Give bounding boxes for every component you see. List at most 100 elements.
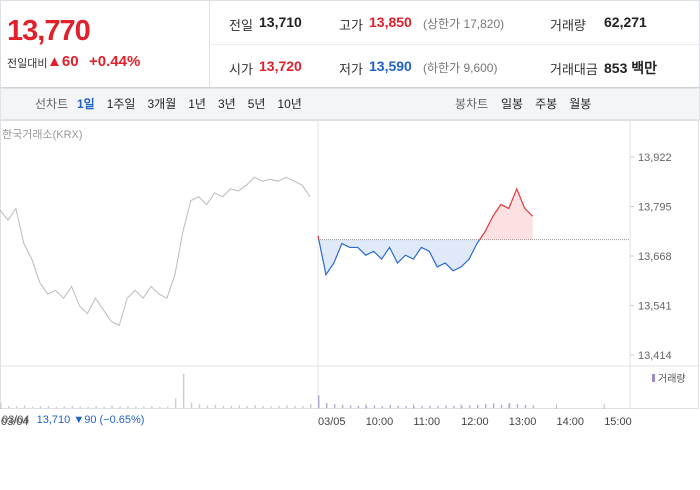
x-tick-label: 03/05: [318, 416, 346, 428]
volume-bar: [39, 406, 42, 408]
volume-bar: [246, 406, 248, 408]
volume-bar: [198, 404, 201, 408]
summary-value: 62,271: [604, 14, 647, 30]
quote-panel: 13,770 전일대비 ▲60 +0.44% 전일 13,710 고가 13,850 (…: [0, 0, 700, 88]
tab[interactable]: 10년: [277, 97, 302, 111]
volume-bar: [166, 406, 169, 408]
tab[interactable]: 3년: [217, 97, 236, 111]
summary-value: 13,850: [369, 14, 412, 30]
volume-bar: [31, 406, 34, 408]
volume-bar: [190, 402, 193, 408]
summary-value: 13,710: [259, 14, 302, 30]
summary-label: 전일: [229, 18, 253, 33]
volume-bar: [135, 406, 137, 408]
footer-change: 90: [84, 414, 97, 426]
volume-bar: [532, 405, 535, 408]
volume-bar: [55, 406, 58, 408]
x-tick-label: 12:00: [461, 416, 489, 428]
volume-bar: [484, 404, 487, 408]
y-tick-label: 13,541: [638, 301, 672, 313]
source: 한국거래소(KRX): [2, 128, 83, 141]
tab-group-label: 선차트: [35, 97, 69, 111]
volume-bar: [405, 406, 407, 408]
price-line-down: [318, 239, 481, 277]
tab[interactable]: 일봉: [501, 97, 524, 111]
volume-bar: [230, 405, 233, 408]
volume-bar: [294, 405, 296, 408]
volume-bar: [63, 406, 66, 408]
summary-extra: (하한가 9,600): [423, 61, 498, 75]
volume-bar: [7, 406, 10, 408]
chart-tabs: 선차트 1일 1주일 3개월 1년 3년 5년 10년 봉차트 일봉 주봉 월봉: [0, 88, 700, 120]
volume-bar: [111, 405, 113, 408]
volume-bar: [381, 406, 384, 408]
volume-bar: [469, 405, 471, 408]
legend-swatch: [652, 374, 655, 382]
volume-bar: [349, 405, 352, 408]
y-tick-label: 13,795: [638, 202, 672, 214]
tab[interactable]: 월봉: [569, 97, 592, 111]
footer: 03/04 13,710 ▼90 (−0.65%): [2, 414, 145, 426]
summary-label: 거래대금: [550, 62, 598, 77]
y-tick-label: 13,922: [638, 152, 672, 164]
volume-bar: [437, 406, 439, 408]
price: 13,770: [7, 15, 91, 47]
x-tick-label: 13:00: [509, 416, 537, 428]
divider: [209, 44, 699, 45]
footer-close: 13,710: [36, 414, 71, 426]
volume-bar: [373, 405, 376, 408]
volume-bar: [461, 406, 463, 408]
summary-value: 853 백만: [604, 60, 658, 76]
volume-bar: [278, 406, 280, 408]
tab[interactable]: 1주일: [106, 97, 136, 111]
tab-group-label: 봉차트: [455, 97, 489, 111]
area-down: [318, 239, 533, 275]
volume-bar: [206, 405, 209, 408]
volume-bar: [333, 404, 336, 408]
volume-bar: [453, 405, 455, 408]
tab[interactable]: 5년: [247, 97, 266, 111]
tab[interactable]: 1년: [188, 97, 206, 111]
volume-bar: [119, 406, 121, 408]
volume-bar: [389, 404, 392, 408]
volume-bar: [151, 406, 153, 408]
summary-value: 13,720: [259, 58, 302, 74]
summary-value: 13,590: [369, 58, 412, 74]
area-up: [318, 188, 533, 240]
tab[interactable]: 1일: [77, 97, 95, 111]
x-tick-label: 14:00: [557, 416, 585, 428]
volume-bar: [310, 404, 312, 408]
volume-bar: [286, 405, 288, 408]
volume-bar: [341, 404, 344, 408]
x-tick-label: 10:00: [366, 416, 394, 428]
volume-bar: [492, 403, 495, 408]
footer-date: 03/04: [2, 414, 30, 426]
volume-bar: [262, 406, 264, 408]
volume-bar: [214, 404, 217, 408]
volume-bar: [143, 406, 145, 408]
volume-bar: [254, 405, 256, 408]
volume-bar: [174, 398, 177, 408]
x-tick-label: 15:00: [604, 416, 632, 428]
volume-bar: [79, 406, 81, 408]
tab[interactable]: 주봉: [535, 97, 558, 111]
tab[interactable]: 3개월: [147, 97, 177, 111]
change: ▲60: [47, 53, 79, 70]
volume-bar: [445, 405, 447, 408]
x-tick-label: 11:00: [413, 416, 440, 428]
volume-bar: [127, 406, 129, 408]
volume-bar: [182, 373, 185, 408]
volume-bar: [357, 405, 360, 408]
volume-bar: [477, 404, 479, 408]
volume-bar: [87, 407, 89, 408]
volume-bar: [429, 405, 431, 408]
volume-bar: [47, 405, 50, 408]
volume-bar: [15, 406, 18, 408]
y-tick-label: 13,668: [638, 251, 672, 263]
volume-bar: [516, 404, 519, 408]
volume-bar: [302, 406, 304, 408]
volume-bar: [318, 395, 320, 408]
volume-bar: [325, 402, 328, 408]
volume-bar: [238, 405, 240, 408]
